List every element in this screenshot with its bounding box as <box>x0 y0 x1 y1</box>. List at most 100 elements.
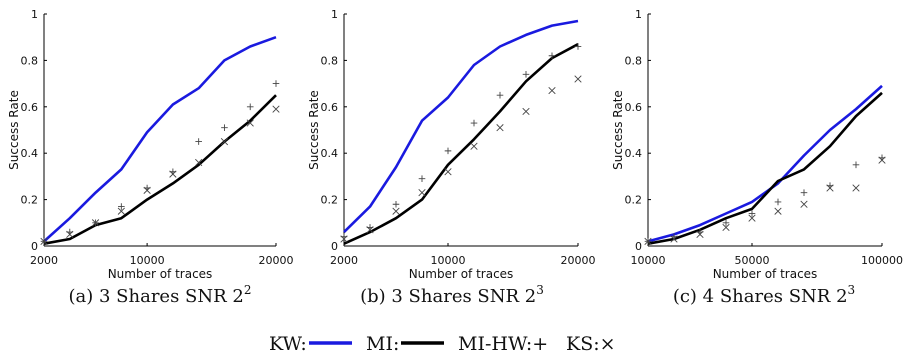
series-ks-point <box>246 119 254 127</box>
y-tick-label: 0.8 <box>21 54 39 67</box>
y-tick-label: 0.4 <box>321 147 339 160</box>
legend: KW: MI: MI-HW:+ KS:× <box>269 333 616 355</box>
y-tick-label: 0 <box>31 240 38 253</box>
series-mi-line <box>647 91 883 245</box>
x-tick-label: 10000 <box>631 254 666 267</box>
y-tick-label: 0.6 <box>321 101 339 114</box>
y-tick-label: 0.8 <box>625 54 643 67</box>
series-ks-point <box>800 200 808 208</box>
series-mi-line <box>343 43 579 245</box>
series-ks-point <box>548 86 556 95</box>
series-ks-point <box>470 142 478 150</box>
y-axis-label: Success Rate <box>7 90 21 170</box>
y-tick-label: 0.4 <box>21 147 39 160</box>
y-axis-label: Success Rate <box>611 90 625 170</box>
series-ks-point <box>774 207 782 215</box>
series-ks-point <box>195 158 203 167</box>
y-tick-label: 1 <box>31 8 38 21</box>
series-ks-point <box>878 156 886 164</box>
series-ks-point <box>366 226 374 234</box>
series-ks-point <box>522 107 530 116</box>
series-mi-hw-point <box>118 203 125 210</box>
series-ks-point <box>670 235 678 243</box>
y-tick-label: 0 <box>635 240 642 253</box>
x-tick-label: 2000 <box>330 254 358 267</box>
x-tick-label: 10000 <box>130 254 165 267</box>
x-axis-label: Number of traces <box>108 267 213 281</box>
series-mi-line <box>43 94 277 245</box>
series-ks-point <box>418 189 426 197</box>
series-ks-point <box>574 75 582 83</box>
y-tick-label: 0.2 <box>21 194 39 207</box>
series-mi-hw-point <box>800 189 808 196</box>
x-tick-label: 20000 <box>561 254 596 267</box>
y-tick-label: 0.8 <box>321 54 339 67</box>
series-ks-point <box>644 237 652 245</box>
legend-mi-label: MI: <box>366 333 399 355</box>
panel-caption: (c) 4 Shares SNR 23 <box>673 283 855 307</box>
panel-caption: (a) 3 Shares SNR 22 <box>69 283 252 307</box>
chart-b: 0 0.2 0.4 0.6 0.8 1 2000 10000 20000 Number of tr… <box>307 8 596 307</box>
caption-superscript: 3 <box>536 283 544 297</box>
panel-caption: (b) 3 Shares SNR 23 <box>360 283 544 307</box>
series-ks-point <box>392 207 400 215</box>
y-axis-label: Success Rate <box>307 90 321 170</box>
series-ks-point <box>117 207 125 215</box>
series-ks-point <box>696 230 704 239</box>
series-mi-hw-point <box>722 219 730 227</box>
x-tick-label: 50000 <box>735 254 770 267</box>
series-mi-hw-point <box>392 200 400 208</box>
series-ks-point <box>496 124 504 132</box>
series-mi-hw-point <box>522 71 530 78</box>
x-tick-label: 100000 <box>861 254 903 267</box>
y-tick-label: 0.6 <box>625 101 643 114</box>
y-tick-label: 1 <box>635 8 642 21</box>
series-ks-point <box>852 184 860 192</box>
series-ks-point <box>748 214 756 222</box>
legend-ks-label: KS:× <box>566 333 616 355</box>
series-kw-line <box>343 19 579 234</box>
series-mi-hw-point <box>496 91 504 99</box>
series-ks-point <box>220 137 229 146</box>
y-tick-label: 0 <box>331 240 338 253</box>
chart-c: 0 0.2 0.4 0.6 0.8 1 10000 50000 100000 Number of … <box>611 8 903 307</box>
series-mi-hw-point <box>418 175 426 183</box>
series-ks-point <box>272 105 280 113</box>
series-mi-hw-point <box>748 210 756 217</box>
series-mi-hw-point <box>195 138 202 145</box>
y-tick-label: 1 <box>331 8 338 21</box>
y-tick-label: 0.2 <box>625 194 643 207</box>
x-axis-label: Number of traces <box>713 267 818 281</box>
series-ks-point <box>722 223 730 232</box>
y-tick-label: 0.2 <box>321 194 339 207</box>
series-mi-hw-point <box>246 103 254 111</box>
caption-superscript: 3 <box>848 283 856 297</box>
series-mi-hw-point <box>444 147 452 155</box>
series-ks-point <box>40 237 48 245</box>
series-ks-point <box>826 184 834 192</box>
x-tick-label: 20000 <box>259 254 294 267</box>
series-ks-point <box>444 168 452 176</box>
series-ks-point <box>91 219 100 227</box>
chart-a: 0 0.2 0.4 0.6 0.8 1 2000 10000 20000 Number of tr… <box>7 8 294 307</box>
series-kw-line <box>43 35 277 243</box>
x-tick-label: 2000 <box>30 254 58 267</box>
series-ks-point <box>143 186 151 194</box>
legend-mihw-label: MI-HW:+ <box>458 333 548 355</box>
y-tick-label: 0.4 <box>625 147 643 160</box>
y-tick-label: 0.6 <box>21 101 39 114</box>
x-tick-label: 10000 <box>431 254 466 267</box>
series-mi-hw-point <box>272 80 280 87</box>
series-mi-hw-point <box>774 198 782 206</box>
series-mi-hw-point <box>852 161 860 169</box>
series-ks-point <box>340 235 348 243</box>
caption-superscript: 2 <box>244 283 252 297</box>
series-mi-hw-point <box>548 52 556 60</box>
legend-kw-label: KW: <box>269 333 307 355</box>
series-ks-point <box>66 230 74 239</box>
x-axis-label: Number of traces <box>409 267 514 281</box>
series-mi-hw-point <box>221 124 228 131</box>
series-mi-hw-point <box>470 119 478 127</box>
series-kw-line <box>647 84 883 243</box>
